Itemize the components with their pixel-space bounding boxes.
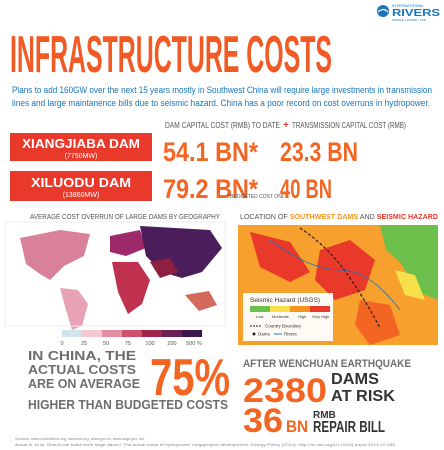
continent — [150, 258, 178, 278]
legend-swatch — [270, 306, 290, 312]
source: Sources: www.circleofblue.org, www.iea.o… — [15, 437, 145, 441]
seismic-legend-box — [243, 293, 333, 341]
legend-title: Seismic Hazard (USGS) — [250, 297, 320, 304]
legend-swatch — [182, 330, 202, 337]
legend-swatch — [290, 306, 310, 312]
title-part: SEISMIC HAZARD — [377, 212, 439, 221]
continent — [185, 291, 217, 311]
source: Ansar A. et al. Should we build more lar… — [15, 443, 395, 447]
legend-swatch — [162, 330, 182, 337]
title-part: SOUTHWEST DAMS — [290, 212, 358, 221]
legend-label: 25 — [81, 341, 87, 347]
hazard-zone — [380, 225, 438, 300]
dam-name: XILUODU DAM — [31, 175, 131, 190]
logo-wave — [377, 8, 389, 13]
legend-label: 50 — [103, 341, 109, 347]
legend-swatch — [82, 330, 102, 337]
key-dot — [252, 332, 256, 336]
key-label: Dams — [258, 332, 271, 337]
dam-cost: 79.2 BN* — [163, 174, 258, 204]
overrun-legend-labels: 0 25 50 75 100 200 500 % — [60, 341, 201, 347]
repair-label: RMB — [313, 410, 336, 421]
logo-icon — [377, 5, 389, 17]
dams-label: AT RISK — [331, 388, 395, 405]
dams-at-risk: 2380 — [243, 372, 327, 410]
map-title: AVERAGE COST OVERRUN OF LARGE DAMS BY GE… — [30, 212, 220, 221]
legend-swatch — [122, 330, 142, 337]
country-boundary — [299, 227, 381, 329]
legend-label: 0 — [60, 341, 63, 347]
legend-label: Very High — [312, 314, 329, 319]
footnote: *BUDGETED COST ONLY — [228, 194, 288, 200]
repair-label: REPAIR BILL — [313, 419, 385, 436]
stat-text: ACTUAL COSTS — [28, 362, 136, 377]
key-label: Country Boundary — [265, 324, 302, 329]
table-header: + — [283, 120, 289, 131]
world-map — [4, 221, 226, 330]
dam-capacity: (7750MW) — [65, 153, 98, 160]
stat-text: ARE ON AVERAGE — [28, 376, 140, 391]
stat-text: IN CHINA, THE — [28, 348, 136, 363]
legend-label: Low — [256, 314, 263, 319]
logo-text: INTERNATIONAL — [392, 3, 424, 8]
dam-label-box — [10, 133, 152, 161]
legend-label: 500 % — [186, 341, 202, 347]
stat-text: HIGHER THAN BUDGETED COSTS — [28, 397, 228, 412]
logo-text: PEOPLE • WATER • LIFE — [392, 18, 426, 22]
dams-label: DAMS — [331, 371, 379, 388]
hazard-zone — [250, 232, 310, 282]
hazard-zone — [355, 300, 400, 345]
legend-swatch — [142, 330, 162, 337]
legend-label: 100 — [145, 341, 154, 347]
key-label: Rivers — [284, 332, 298, 337]
section-title: AFTER WENCHUAN EARTHQUAKE — [243, 358, 411, 370]
legend-label: Moderate — [272, 314, 290, 319]
dam-label-box — [10, 171, 152, 201]
transmission-cost: 23.3 BN — [280, 137, 358, 167]
table-header: DAM CAPITAL COST (RMB) TO DATE — [165, 121, 280, 130]
hazard-zone — [395, 270, 425, 300]
transmission-cost: 40 BN — [280, 174, 332, 204]
map-frame — [4, 221, 226, 327]
title: INFRASTRUCTURE COSTS — [10, 26, 332, 84]
dam-capacity: (13860MW) — [63, 192, 100, 199]
repair-unit: BN — [286, 417, 308, 436]
repair-value: 36 — [243, 402, 283, 440]
legend-swatch — [62, 330, 82, 337]
table-header: TRANSMISSION CAPITAL COST (RMB) — [292, 121, 406, 130]
dam-name: XIANGJIABA DAM — [22, 136, 140, 151]
intro-line: lines and large maintanence bills due to… — [12, 98, 430, 109]
logo-text: RIVERS — [392, 8, 440, 19]
title-part: LOCATION OF — [240, 212, 290, 221]
overrun-legend-bar — [62, 330, 202, 337]
legend-swatch — [102, 330, 122, 337]
legend-label: High — [298, 314, 306, 319]
continent — [112, 262, 150, 314]
river — [269, 239, 401, 311]
legend-swatch — [250, 306, 270, 312]
intro-line: Plans to add 160GW over the next 15 year… — [12, 85, 432, 96]
continent — [110, 230, 146, 256]
legend-label: 200 — [167, 341, 176, 347]
continent — [20, 230, 90, 280]
legend-label: 75 — [125, 341, 131, 347]
stat-value: 75% — [150, 349, 230, 407]
continent — [60, 288, 88, 330]
legend-swatch — [310, 306, 330, 312]
title-part: AND — [358, 212, 377, 221]
map-title: LOCATION OF SOUTHWEST DAMS AND SEISMIC H… — [240, 212, 439, 221]
dam-cost: 54.1 BN* — [163, 137, 258, 167]
